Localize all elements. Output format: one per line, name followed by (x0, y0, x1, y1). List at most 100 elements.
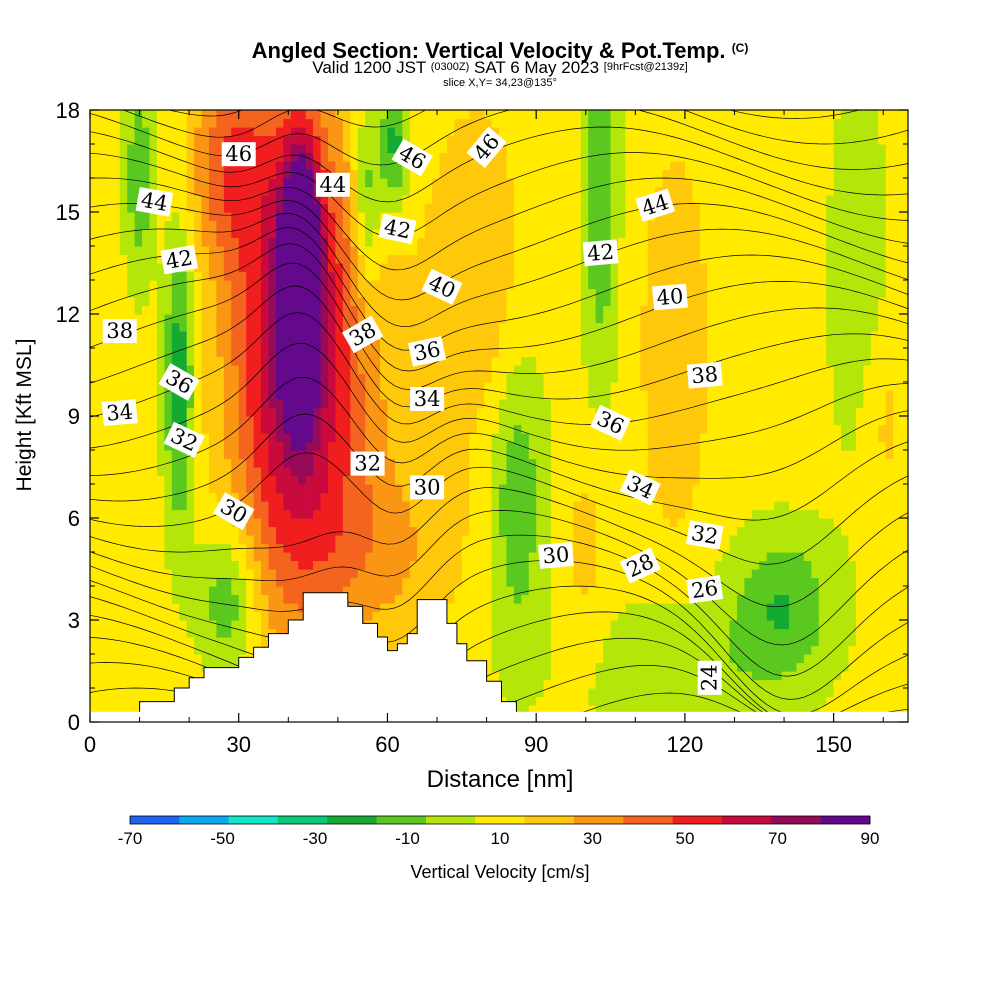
field-cell (253, 611, 262, 621)
field-cell (893, 484, 902, 494)
field-cell (707, 339, 716, 349)
field-cell (803, 450, 812, 460)
field-cell (454, 407, 463, 417)
field-cell (134, 637, 143, 647)
field-cell (298, 577, 307, 587)
field-cell (841, 552, 850, 562)
field-cell (595, 356, 604, 366)
field-cell (179, 356, 188, 366)
field-cell (558, 637, 567, 647)
field-cell (774, 654, 783, 664)
field-cell (751, 688, 760, 698)
field-cell (818, 492, 827, 502)
field-cell (729, 390, 738, 400)
field-cell (112, 611, 121, 621)
field-cell (528, 552, 537, 562)
field-cell (104, 382, 113, 392)
field-cell (848, 348, 857, 358)
field-cell (789, 543, 798, 553)
field-cell (588, 390, 597, 400)
field-cell (142, 348, 151, 358)
field-cell (365, 373, 374, 383)
field-cell (238, 424, 247, 434)
field-cell (543, 407, 552, 417)
field-cell (863, 654, 872, 664)
field-cell (461, 620, 470, 630)
field-cell (380, 526, 389, 536)
field-cell (142, 696, 151, 706)
field-cell (387, 416, 396, 426)
field-cell (818, 339, 827, 349)
field-cell (662, 637, 671, 647)
field-cell (803, 671, 812, 681)
field-cell (186, 501, 195, 511)
field-cell (677, 458, 686, 468)
field-cell (736, 492, 745, 502)
field-cell (394, 518, 403, 528)
field-cell (380, 501, 389, 511)
field-cell (156, 611, 165, 621)
field-cell (201, 416, 210, 426)
field-cell (796, 390, 805, 400)
field-cell (796, 339, 805, 349)
field-cell (127, 518, 136, 528)
field-cell (528, 475, 537, 485)
field-cell (342, 569, 351, 579)
field-cell (677, 679, 686, 689)
field-cell (781, 569, 790, 579)
field-cell (744, 637, 753, 647)
field-cell (841, 501, 850, 511)
field-cell (335, 424, 344, 434)
field-cell (603, 390, 612, 400)
field-cell (506, 586, 515, 596)
field-cell (863, 535, 872, 545)
field-cell (595, 552, 604, 562)
field-cell (662, 492, 671, 502)
field-cell (736, 654, 745, 664)
field-cell (580, 552, 589, 562)
field-cell (855, 484, 864, 494)
field-cell (818, 654, 827, 664)
field-cell (841, 628, 850, 638)
field-cell (640, 501, 649, 511)
field-cell (736, 586, 745, 596)
field-cell (387, 501, 396, 511)
field-cell (104, 679, 113, 689)
field-cell (655, 484, 664, 494)
field-cell (833, 450, 842, 460)
field-cell (97, 645, 106, 655)
field-cell (684, 356, 693, 366)
field-cell (736, 484, 745, 494)
field-cell (625, 424, 634, 434)
field-cell (432, 416, 441, 426)
field-cell (142, 560, 151, 570)
field-cell (446, 543, 455, 553)
field-cell (208, 382, 218, 392)
field-cell (573, 560, 582, 570)
field-cell (863, 586, 872, 596)
field-cell (112, 679, 121, 689)
field-cell (603, 373, 612, 383)
field-cell (417, 543, 426, 553)
field-cell (781, 611, 790, 621)
field-cell (387, 433, 396, 443)
field-cell (744, 535, 753, 545)
field-cell (320, 518, 329, 528)
field-cell (231, 543, 240, 553)
field-cell (536, 586, 545, 596)
field-cell (632, 356, 641, 366)
field-cell (513, 577, 522, 587)
field-cell (313, 586, 322, 596)
field-cell (275, 365, 284, 375)
field-cell (320, 543, 329, 553)
field-cell (870, 441, 879, 451)
field-cell (164, 696, 173, 706)
field-cell (246, 501, 255, 511)
field-cell (461, 407, 470, 417)
field-cell (298, 331, 307, 341)
field-cell (327, 577, 336, 587)
field-cell (617, 543, 627, 553)
field-cell (446, 365, 455, 375)
field-cell (461, 560, 470, 570)
field-cell (112, 475, 121, 485)
